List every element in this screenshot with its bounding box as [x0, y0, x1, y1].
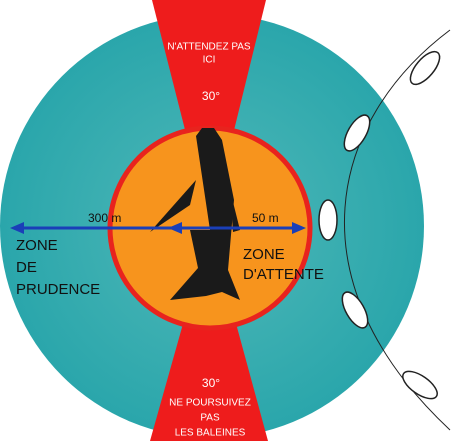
zone-label: D'ATTENTE — [243, 266, 324, 283]
warning-text: PAS — [200, 413, 220, 424]
warning-text: N'ATTENDEZ PAS — [167, 42, 251, 53]
zone-label: ZONE — [243, 246, 285, 263]
diagram: N'ATTENDEZ PAS ICI 30° 300 m 50 m ZONE D… — [0, 0, 456, 441]
boat — [405, 47, 445, 89]
distance-label: 50 m — [252, 211, 279, 225]
zone-label: ZONE — [16, 237, 58, 254]
zone-label: DE — [16, 259, 37, 276]
warning-text: ICI — [203, 55, 216, 66]
boat — [319, 200, 337, 240]
zone-label: PRUDENCE — [16, 281, 100, 298]
angle-label: 30° — [202, 89, 220, 103]
boat — [398, 366, 441, 404]
distance-label: 300 m — [88, 211, 121, 225]
warning-text: NE POURSUIVEZ — [169, 398, 251, 409]
warning-text: LES BALEINES — [175, 428, 246, 439]
angle-label: 30° — [202, 376, 220, 390]
